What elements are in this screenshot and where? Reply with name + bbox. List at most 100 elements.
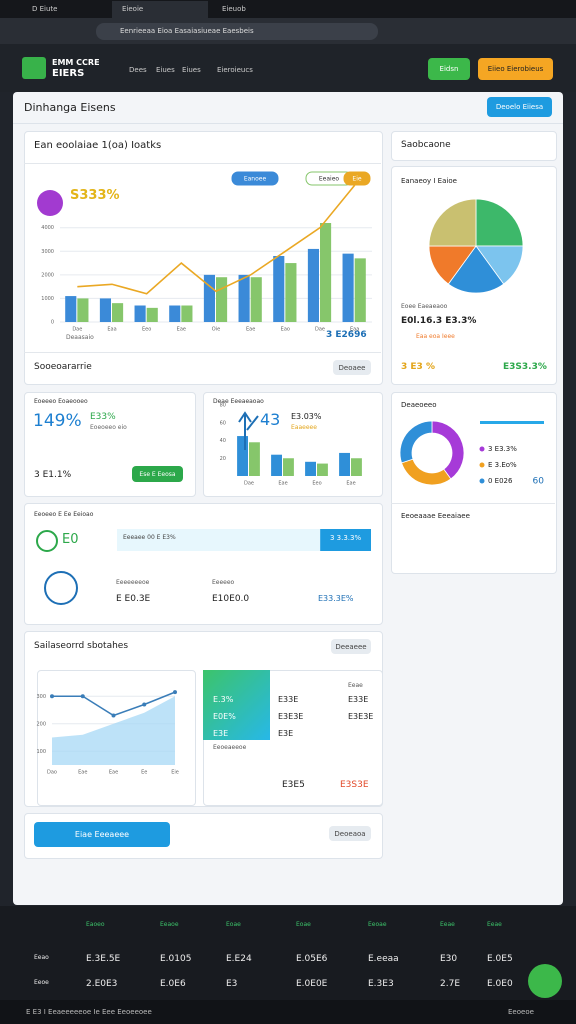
card [24,131,383,385]
rating: 3 E3 % [401,362,435,372]
card [391,131,557,161]
footer-header: Eoae [296,921,311,928]
table-cell: E3E3E [348,712,374,721]
footer-cell: E30 [440,954,458,964]
link-button[interactable]: Deoeaoa [329,826,371,841]
button[interactable]: Deoaee [333,360,371,375]
footer-cell: E.05E6 [296,954,328,964]
footer-cell: 2.7E [440,979,460,989]
kpi-change: E33% [90,412,116,422]
section-title: Sooeoararrie [34,362,92,372]
card-title: Eanaeoy I Eaioe [401,177,457,185]
card [203,392,383,497]
table-total: E3E5 [282,780,305,790]
nav-item[interactable]: Eiues [156,66,175,74]
value-text: E3S3.3% [503,362,547,372]
url-field[interactable] [96,23,378,40]
logo: EMM CCRE [52,58,100,67]
footer-cell: 2.E0E3 [86,979,118,989]
card-title: Eeoeaaae Eeeaiaee [401,512,470,520]
divider [24,352,381,353]
footer-cell: E.0E0E [296,979,328,989]
nav-item[interactable]: Eieroieucs [217,66,253,74]
footer-cell: E.0E6 [160,979,186,989]
nav-item[interactable]: Eiues [182,66,201,74]
footer-cell: E.0E5 [487,954,513,964]
button[interactable]: Eiae Eeeaeee [34,822,170,847]
card-title: Eeoeeo E Ee Eeioao [34,511,94,518]
footer-header: Eaoeo [86,921,105,928]
kpi-note: Eaaeeee [291,424,317,431]
kpi-value: 149% [33,411,82,431]
footer-cell: E.0105 [160,954,192,964]
button[interactable]: Deeaeee [331,639,371,654]
kpi-note: Eoeoeeo eio [90,424,127,431]
footer-cell: E.3E.5E [86,954,121,964]
tab-bar [0,0,576,18]
table-cell: E33E [278,695,299,704]
url[interactable]: Eenrieeaa Eioa Easaiasiueae Eaesbeis [120,27,254,35]
card [24,503,383,625]
icon [44,571,78,605]
stat-value: E33.3E% [318,594,354,603]
table-cell: E3E [213,729,229,738]
legend-text: Eoee Eaeaeaoo [401,303,448,310]
button[interactable]: Eidsn [428,58,470,80]
nav-item[interactable]: Dees [129,66,147,74]
progress-status: 3 3.3.3% [330,534,362,542]
footer-header: Eeoae [368,921,387,928]
footer-cell: E.E24 [226,954,252,964]
table-total: E3S3E [340,780,369,790]
kpi-foot: 3 E1.1% [34,470,72,480]
status-bar [0,1000,576,1024]
tab[interactable]: D Eiute [32,5,58,13]
footer-header: Eeae [487,921,502,928]
stat-label: Eeeeeeeoe [116,579,150,586]
card [391,392,557,574]
icon [36,530,58,552]
footer-cell: E.3E3 [368,979,394,989]
card-title: Eoeeeo Eoaeooeo [34,398,88,405]
total: 3 E2696 [326,330,367,340]
table-cell: E33E [348,695,369,704]
legend-text: E0l.16.3 E3.3% [401,316,477,326]
footer-header: Eeae [440,921,455,928]
stat-value: E10E0.0 [212,594,250,604]
tab[interactable]: Eieuob [222,5,246,13]
tab[interactable]: Eieoie [122,5,144,13]
footer-header: Eeaoe [160,921,179,928]
table-cell: E3E3E [278,712,304,721]
status-text: E E3 I Eeaeeeeeoe Ie Eee Eeoeeoee [26,1008,152,1016]
card-title: Deaeoeeo [401,401,437,409]
footer-header: Eoae [226,921,241,928]
button[interactable]: Eiieo Eierobieus [478,58,553,80]
divider [24,163,381,164]
footer-cell: E.0E0 [487,979,513,989]
footer-cell: E.eeaa [368,954,399,964]
divider [13,123,563,124]
footer-cell: Eeoe [34,979,49,986]
stat-value: E E0.3E [116,594,151,604]
logo: EIERS [52,68,85,79]
card-title: Ean eoolaiae 1(oa) Ioatks [34,140,162,151]
chart-panel [37,670,196,806]
legend-text: Eaa eoa Ieee [416,333,455,340]
card-title: Deae Eeeaeaoao [213,398,264,405]
divider [391,503,555,504]
footer [0,906,576,1000]
card [391,166,557,385]
active-tab[interactable] [112,1,208,18]
logo-icon [22,57,46,79]
fab[interactable] [528,964,562,998]
headline: S333% [70,188,120,203]
button[interactable]: Deoelo Eiiesa [487,97,552,117]
button[interactable]: Ese E Eeosa [132,466,183,482]
kpi-value: E0 [62,532,79,547]
icon [37,190,63,216]
status-text: Eeoeoe [508,1008,534,1016]
table-cell: E0E% [213,712,236,721]
table-header: Eeae [348,682,363,689]
footer-cell: E3 [226,979,238,989]
table-cell: E.3% [213,695,234,704]
